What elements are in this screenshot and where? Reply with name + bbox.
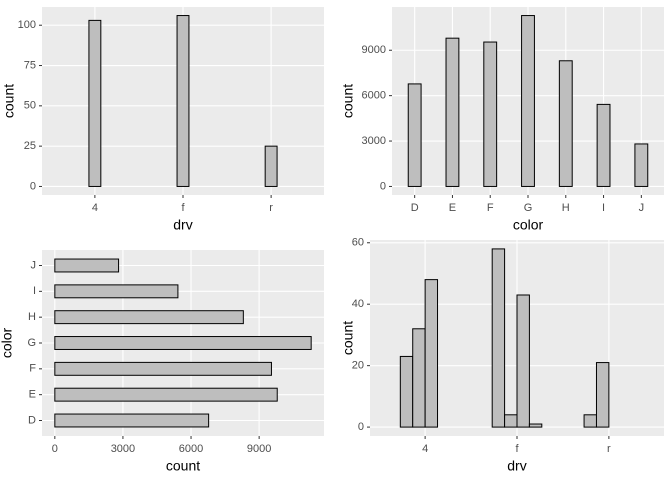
x-tick-label: f [181, 202, 185, 214]
x-tick-label: 4 [92, 202, 98, 214]
y-tick-label: E [29, 389, 36, 401]
bar [54, 361, 272, 376]
y-tick-label: 100 [18, 19, 36, 31]
x-tick-label: 6000 [179, 443, 203, 455]
bar [558, 60, 573, 187]
bar [516, 294, 530, 428]
y-tick-label: F [29, 363, 36, 375]
bar [412, 328, 426, 428]
bar [54, 336, 312, 350]
bar [176, 15, 190, 187]
bar [504, 414, 518, 428]
x-tick-label: r [607, 443, 611, 455]
bar [407, 83, 422, 187]
x-tick-label: G [524, 202, 533, 214]
bar [54, 284, 179, 299]
x-tick-label: H [562, 202, 570, 214]
y-tick-label: 25 [24, 140, 36, 152]
x-tick-label: f [515, 443, 519, 455]
bar [528, 423, 543, 428]
y-tick-label: H [28, 311, 36, 323]
x-axis-title: color [513, 217, 544, 233]
bar [54, 387, 278, 402]
x-tick-label: 4 [422, 443, 428, 455]
x-tick-label: J [639, 202, 645, 214]
y-tick-label: 3000 [362, 135, 386, 147]
bar [521, 15, 535, 187]
bar [399, 355, 414, 428]
bar [491, 248, 506, 428]
x-axis-title: drv [507, 458, 526, 474]
y-tick-label: 0 [358, 421, 364, 433]
x-tick-label: F [487, 202, 494, 214]
bar [583, 414, 597, 428]
y-tick-label: J [31, 259, 37, 271]
x-tick-label: 9000 [247, 443, 271, 455]
bar [264, 145, 278, 187]
x-tick-label: 0 [52, 443, 58, 455]
bar [595, 362, 610, 428]
bar [54, 413, 210, 428]
y-tick-label: 75 [24, 59, 36, 71]
y-tick-label: 50 [24, 100, 36, 112]
bar [483, 41, 498, 187]
y-tick-label: G [27, 337, 36, 349]
y-tick-label: I [33, 285, 36, 297]
y-axis-title: count [340, 84, 356, 118]
bar [596, 103, 611, 187]
x-tick-label: 3000 [111, 443, 135, 455]
y-tick-label: D [28, 414, 36, 426]
bar [88, 19, 102, 187]
y-axis-title: count [1, 84, 17, 118]
x-tick-label: D [411, 202, 419, 214]
y-tick-label: 9000 [362, 44, 386, 56]
y-tick-label: 0 [30, 180, 36, 192]
bar [445, 37, 460, 187]
x-axis-title: drv [173, 217, 192, 233]
y-tick-label: 0 [380, 180, 386, 192]
y-axis-title: color [0, 327, 15, 358]
bar [424, 279, 439, 428]
bar [54, 258, 120, 273]
y-tick-label: 20 [352, 360, 364, 372]
y-tick-label: 6000 [362, 90, 386, 102]
y-tick-label: 40 [352, 298, 364, 310]
x-tick-label: E [449, 202, 456, 214]
y-axis-title: count [340, 321, 356, 355]
bar [54, 310, 244, 325]
x-axis-title: count [166, 458, 200, 474]
x-tick-label: I [602, 202, 605, 214]
x-tick-label: r [269, 202, 273, 214]
bar [634, 143, 649, 187]
y-tick-label: 60 [352, 237, 364, 249]
